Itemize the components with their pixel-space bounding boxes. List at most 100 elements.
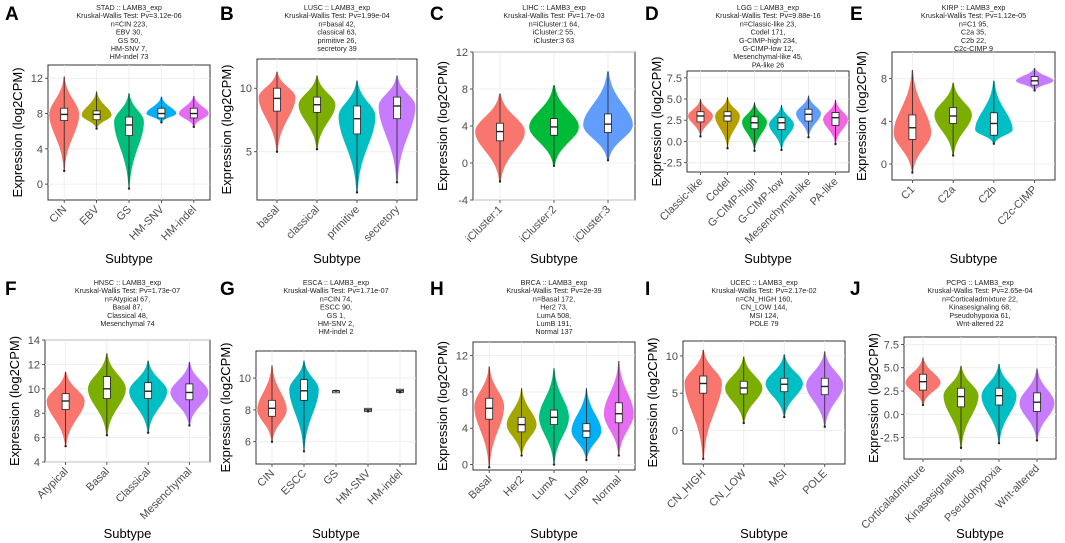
x-tick-label: C1: [899, 184, 917, 202]
violin-basal: [258, 71, 296, 153]
violin-pa-like: [823, 99, 848, 146]
violin-mesenchymal: [170, 361, 209, 427]
box: [995, 387, 1003, 406]
x-tick-label: Classical: [114, 466, 154, 506]
outlier-point: [617, 454, 620, 457]
outlier-point: [823, 425, 826, 428]
violin-c1: [893, 70, 932, 174]
outlier-point: [726, 147, 729, 150]
y-tick-label: 4: [462, 121, 468, 133]
violin-basal: [87, 353, 126, 437]
panel-letter: I: [645, 279, 650, 300]
violin-msi: [765, 354, 803, 419]
outlier-point: [552, 164, 556, 167]
outlier-point: [702, 457, 705, 460]
outlier-point: [275, 150, 279, 153]
y-tick-label: 0: [462, 158, 468, 170]
y-axis-label: Expression (log2CPM): [645, 337, 660, 467]
violin-primitive: [338, 80, 376, 194]
violin-c2a: [934, 82, 972, 157]
y-tick-label: 8: [462, 84, 468, 96]
x-tick-label: Basal: [84, 466, 112, 494]
x-axis-label: Subtype: [950, 251, 998, 266]
outlier-point: [520, 454, 523, 457]
violin-icluster-1: [475, 93, 525, 183]
panel-letter: A: [5, 4, 19, 25]
y-tick-label: 4: [881, 116, 887, 128]
panel-letter: D: [645, 4, 659, 25]
violin-cn-low: [725, 356, 763, 425]
x-tick-label: CN_LOW: [707, 467, 749, 509]
outlier-point: [1035, 439, 1039, 442]
outlier-point: [911, 171, 914, 174]
violin-c2b: [975, 80, 1013, 145]
outlier-point: [606, 159, 610, 162]
box: [804, 108, 813, 122]
title-line: Kinasesignaling 68,: [949, 303, 1011, 312]
y-axis: -2.5 0.0 2.5 5.0 7.5: [663, 73, 687, 170]
title-line: PA-like 26: [752, 60, 784, 69]
panel-letter: H: [430, 279, 444, 300]
outlier-point: [807, 136, 810, 139]
title-line: n=CIN 223,: [111, 19, 148, 28]
box: [604, 113, 612, 133]
outlier-point: [498, 180, 502, 183]
y-axis: -4 0 4 8 12: [456, 47, 473, 207]
title-line: Classical 48,: [107, 311, 148, 320]
x-tick-label: LumA: [530, 473, 559, 502]
violin-mesenchymal-like: [796, 95, 821, 139]
title-line: MSI 124,: [750, 311, 779, 320]
violin-cin: [49, 76, 80, 173]
violin-pseudohypoxia: [981, 364, 1017, 445]
title-line: classical 63,: [317, 28, 356, 37]
violin-cn-high: [684, 349, 722, 460]
violin-hm-snv: [146, 96, 177, 124]
box: [125, 116, 133, 136]
box: [780, 377, 789, 393]
y-tick-label: 10: [666, 351, 678, 363]
box: [699, 375, 708, 394]
y-tick-label: 7.5: [884, 339, 899, 351]
y-tick-label: 12: [31, 73, 43, 85]
x-axis-label: Subtype: [530, 526, 578, 541]
y-tick-label: 6: [34, 433, 40, 445]
outlier-point: [742, 421, 745, 425]
title-line: Normal 137: [535, 327, 572, 336]
title-line: n=C1 95,: [959, 19, 988, 28]
y-tick-label: 2.5: [884, 386, 899, 398]
title-line: n=Corticaladmixture 22,: [942, 294, 1018, 303]
y-axis-label: Expression (log2CPM): [854, 51, 869, 181]
title-line: CN_LOW 144,: [741, 303, 788, 312]
outlier-point: [160, 121, 163, 124]
violin-escc: [289, 360, 319, 453]
title-line: EBV 30,: [116, 28, 142, 37]
title-line: Kruskal-Wallis Test: Pv=3.12e-06: [76, 11, 181, 20]
box: [831, 112, 840, 126]
violin-wnt-altered: [1019, 368, 1055, 442]
violin-g-cimp-high: [742, 102, 767, 152]
violin-secretory: [378, 75, 416, 184]
x-axis-label: Subtype: [312, 526, 360, 541]
y-axis: 0 4 8 12: [31, 73, 48, 191]
title-line: PCPG :: LAMB3_exp: [946, 278, 1014, 287]
violin-icluster-2: [529, 85, 579, 167]
outlier-point: [366, 410, 370, 413]
title-line: primitive 26,: [318, 36, 357, 45]
violin-normal: [603, 361, 634, 457]
y-tick-label: 5.0: [884, 363, 899, 375]
title-line: Kruskal-Wallis Test: Pv=9.88e-16: [715, 11, 820, 20]
box: [696, 111, 705, 123]
title-line: LIHC :: LAMB3_exp: [522, 3, 586, 12]
y-tick-label: 10: [239, 373, 251, 385]
title-line: HM-SNV 7,: [111, 44, 147, 53]
